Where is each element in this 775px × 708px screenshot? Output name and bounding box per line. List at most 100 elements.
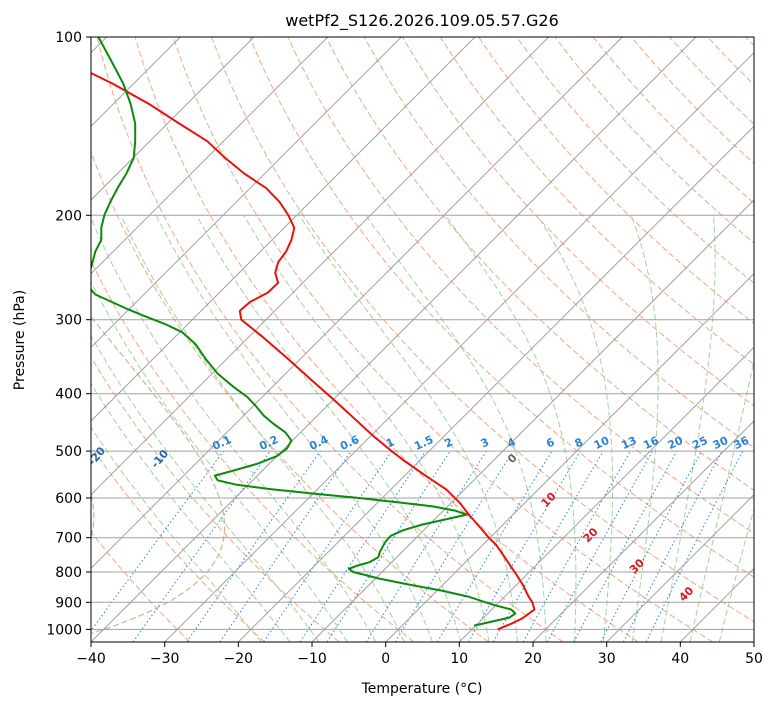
isotherm-line <box>91 37 255 201</box>
x-tick-label: −30 <box>150 651 180 667</box>
y-tick-label: 600 <box>55 491 82 507</box>
mixing-ratio-label: 3 <box>479 435 491 450</box>
moist-adiabat-line <box>365 215 547 642</box>
x-tick-label: 50 <box>745 651 763 667</box>
dry-adiabat-line <box>707 37 754 86</box>
moist-adiabat-line <box>630 215 659 642</box>
isotherm-line <box>164 51 754 642</box>
y-tick-label: 400 <box>55 387 82 403</box>
isotherm-line <box>385 272 754 642</box>
y-axis-label: Pressure (hPa) <box>12 290 28 390</box>
mixing-ratio-label: 30 <box>711 434 731 452</box>
y-tick-label: 300 <box>55 313 82 329</box>
plot-frame <box>90 36 755 643</box>
isotherm-line <box>91 37 697 642</box>
dry-adiabat-line <box>134 37 639 642</box>
mixing-ratio-label: 16 <box>641 434 661 452</box>
mixing-ratio-label: 10 <box>592 434 612 452</box>
moist-adiabat-line <box>660 215 716 642</box>
dry-adiabat-line <box>172 37 713 642</box>
x-tick-label: 30 <box>598 651 616 667</box>
mixing-ratio-line <box>132 450 271 642</box>
y-tick-label: 900 <box>55 595 82 611</box>
isotherm-line <box>91 37 550 496</box>
mixing-ratio-label: 20 <box>666 434 686 452</box>
temperature-line <box>91 71 536 631</box>
mixing-ratio-label: 0.6 <box>338 433 361 453</box>
moist-adiabat-line <box>91 334 320 642</box>
moist-adiabat-line <box>689 358 754 642</box>
isotherm-line <box>311 199 754 642</box>
dry-adiabat-line <box>96 37 564 642</box>
mixing-ratio-label: 13 <box>619 434 638 452</box>
dry-adiabat-line <box>439 37 754 366</box>
y-tick-label: 100 <box>55 30 82 46</box>
dry-adiabat-line <box>249 37 754 578</box>
dry-adiabat-line <box>745 37 754 47</box>
moist-adiabat-line <box>718 506 754 642</box>
dry-adiabat-line <box>91 150 489 642</box>
moist-adiabat-label: 20 <box>581 525 601 545</box>
x-tick-label: 40 <box>671 651 689 667</box>
isotherm-line <box>679 567 754 642</box>
x-axis-label: Temperature (°C) <box>361 681 483 697</box>
y-tick-label: 800 <box>55 565 82 581</box>
dry-adiabat-label: -30 <box>0 395 18 419</box>
mixing-ratio-line <box>600 450 702 642</box>
mixing-ratio-line <box>219 450 352 642</box>
mixing-ratio-label: 0.1 <box>210 433 233 453</box>
dry-adiabat-line <box>211 37 754 623</box>
x-tick-label: 20 <box>524 651 542 667</box>
isotherm-line <box>91 37 476 422</box>
mixing-ratio-label: 1 <box>384 435 396 450</box>
chart-title: wetPf2_S126.2026.109.05.57.G26 <box>285 11 559 31</box>
dry-adiabat-line <box>401 37 754 407</box>
dry-adiabat-line <box>630 37 754 165</box>
y-tick-label: 700 <box>55 531 82 547</box>
mixing-ratio-line <box>326 450 451 642</box>
moist-adiabat-label: 0 <box>505 451 520 466</box>
y-tick-label: 200 <box>55 208 82 224</box>
moist-adiabat-line <box>120 215 405 642</box>
dry-adiabat-line <box>91 356 340 642</box>
x-tick-label: −40 <box>76 651 106 667</box>
mixing-ratio-line <box>299 450 426 642</box>
moist-adiabat-line <box>445 215 577 642</box>
isotherm-line <box>532 420 754 642</box>
thetae-curve <box>91 315 226 635</box>
dry-adiabat-line <box>363 37 754 449</box>
mixing-ratio-line <box>263 450 393 642</box>
mixing-ratio-line <box>522 450 631 642</box>
isotherm-line <box>606 493 754 642</box>
mixing-ratio-label: 25 <box>690 434 709 452</box>
dry-adiabat-line <box>91 259 415 642</box>
mixing-ratio-line <box>573 450 678 642</box>
moist-adiabat-line <box>196 215 462 642</box>
dewpoint-line <box>91 37 517 627</box>
mixing-ratio-label: 1.5 <box>412 433 435 453</box>
dry-adiabat-label: -20 <box>85 444 108 468</box>
moist-adiabat-line <box>91 382 291 642</box>
mixing-ratio-line <box>394 450 514 642</box>
mixing-ratio-line <box>186 450 321 642</box>
isotherm-line <box>458 346 754 642</box>
moist-adiabat-line <box>155 215 433 642</box>
isotherm-line <box>237 125 754 642</box>
moist-adiabat-line <box>536 215 614 642</box>
isotherm-line <box>91 37 402 349</box>
dry-adiabat-line <box>91 445 265 642</box>
dry-adiabat-line <box>516 37 754 284</box>
x-tick-label: −20 <box>224 651 254 667</box>
moist-adiabat-line <box>91 280 348 642</box>
dry-adiabat-line <box>478 37 754 325</box>
x-tick-label: 10 <box>450 651 468 667</box>
isotherm-line <box>91 37 623 570</box>
moist-adiabat-line <box>91 216 377 642</box>
x-tick-label: 0 <box>381 651 390 667</box>
dry-adiabat-line <box>554 37 754 244</box>
dry-adiabat-line <box>91 531 191 642</box>
mixing-ratio-label: 6 <box>544 435 557 450</box>
y-tick-label: 1000 <box>46 622 82 638</box>
isotherm-line <box>753 641 754 642</box>
